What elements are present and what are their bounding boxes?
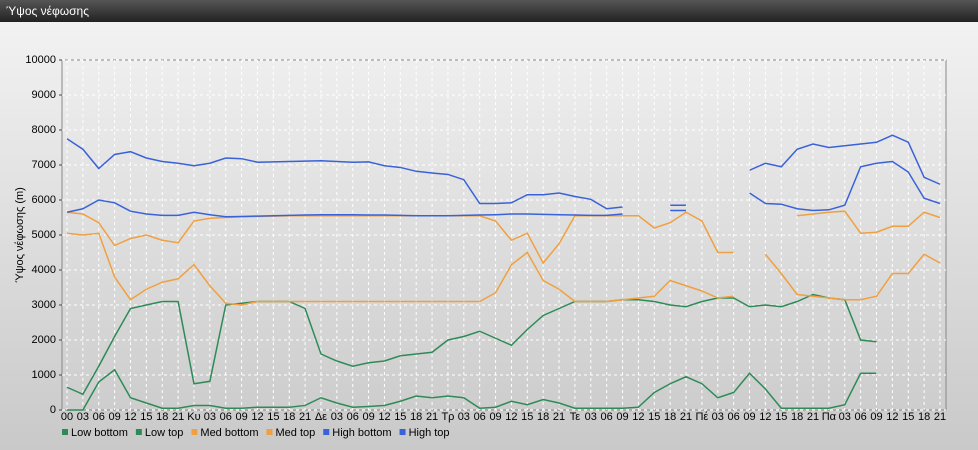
- x-tick-label: 15: [521, 411, 533, 423]
- x-tick-label: 09: [362, 411, 374, 423]
- x-tick-label: 09: [489, 411, 501, 423]
- y-tick-label: 4000: [32, 264, 56, 276]
- series-line: [749, 160, 941, 212]
- x-tick-label: 15: [902, 411, 914, 423]
- legend-label: Med bottom: [200, 427, 258, 439]
- legend-label: High bottom: [332, 427, 391, 439]
- x-tick-label: 21: [299, 411, 311, 423]
- x-tick-label: 06: [601, 411, 613, 423]
- y-tick-label: 3000: [32, 299, 56, 311]
- x-tick-label: 06: [347, 411, 359, 423]
- x-tick-label: 15: [140, 411, 152, 423]
- x-tick-label: 21: [807, 411, 819, 423]
- x-tick-label: Δε: [315, 411, 327, 423]
- x-tick-label: 03: [839, 411, 851, 423]
- x-tick-label: 18: [410, 411, 422, 423]
- x-tick-label: 15: [648, 411, 660, 423]
- x-tick-label: 18: [918, 411, 930, 423]
- x-tick-label: 21: [553, 411, 565, 423]
- x-tick-label: 09: [870, 411, 882, 423]
- legend-label: Low top: [145, 427, 184, 439]
- series-line: [67, 368, 877, 411]
- series-line: [797, 210, 941, 235]
- y-tick-label: 2000: [32, 334, 56, 346]
- x-tick-label: 09: [743, 411, 755, 423]
- series-line: [66, 199, 623, 218]
- legend-label: High top: [409, 427, 450, 439]
- x-tick-label: 15: [267, 411, 279, 423]
- y-tick-label: 10000: [25, 54, 56, 66]
- series-line: [749, 134, 941, 185]
- x-tick-label: 12: [124, 411, 136, 423]
- x-tick-label: 03: [204, 411, 216, 423]
- x-tick-label: 15: [775, 411, 787, 423]
- x-tick-label: 03: [585, 411, 597, 423]
- window-title: Ύψος νέφωσης: [0, 0, 978, 22]
- x-tick-label: 06: [855, 411, 867, 423]
- x-tick-label: 21: [172, 411, 184, 423]
- series-line: [66, 293, 877, 396]
- legend-swatch: [135, 429, 142, 435]
- y-tick-label: 7000: [32, 159, 56, 171]
- x-tick-label: 12: [378, 411, 390, 423]
- x-tick-label: 09: [235, 411, 247, 423]
- x-tick-label: 21: [934, 411, 946, 423]
- legend-label: Low bottom: [71, 427, 128, 439]
- x-tick-label: 12: [251, 411, 263, 423]
- x-tick-label: Τε: [570, 411, 581, 423]
- x-tick-label: 18: [537, 411, 549, 423]
- x-tick-label: 09: [108, 411, 120, 423]
- x-tick-label: 03: [77, 411, 89, 423]
- x-tick-label: 06: [728, 411, 740, 423]
- x-tick-label: 03: [712, 411, 724, 423]
- x-tick-label: 06: [93, 411, 105, 423]
- series-line: [66, 138, 623, 210]
- series-line: [764, 253, 941, 301]
- x-tick-label: Κυ: [187, 411, 200, 423]
- x-tick-label: 12: [505, 411, 517, 423]
- x-tick-label: 15: [394, 411, 406, 423]
- legend-swatch: [323, 429, 330, 435]
- x-tick-label: 06: [474, 411, 486, 423]
- x-tick-label: 12: [632, 411, 644, 423]
- x-tick-label: 12: [759, 411, 771, 423]
- x-tick-label: 21: [426, 411, 438, 423]
- series-line: [66, 232, 734, 306]
- x-tick-label: 06: [220, 411, 232, 423]
- x-tick-label: Τρ: [441, 411, 454, 423]
- legend-swatch: [399, 429, 406, 435]
- y-tick-label: 8000: [32, 124, 56, 136]
- y-tick-label: 5000: [32, 229, 56, 241]
- x-tick-label: 18: [791, 411, 803, 423]
- x-tick-label: 21: [680, 411, 692, 423]
- y-tick-label: 1000: [32, 369, 56, 381]
- x-tick-label: Πα: [822, 411, 837, 423]
- y-tick-label: 9000: [32, 89, 56, 101]
- x-tick-label: 03: [458, 411, 470, 423]
- x-tick-label: 09: [616, 411, 628, 423]
- x-tick-label: 18: [283, 411, 295, 423]
- x-tick-label: 18: [156, 411, 168, 423]
- y-tick-label: 6000: [32, 194, 56, 206]
- x-tick-label: 00: [61, 411, 73, 423]
- y-tick-label: 0: [50, 404, 56, 416]
- y-axis-label: Ύψος νέφωσης (m): [14, 187, 26, 283]
- legend-swatch: [191, 429, 198, 435]
- legend-swatch: [62, 429, 68, 435]
- series-line: [66, 211, 734, 265]
- x-tick-label: 18: [664, 411, 676, 423]
- x-tick-label: 12: [886, 411, 898, 423]
- x-tick-label: Πέ: [695, 411, 708, 423]
- x-tick-label: 03: [331, 411, 343, 423]
- legend-label: Med top: [276, 427, 316, 439]
- legend-swatch: [266, 429, 273, 435]
